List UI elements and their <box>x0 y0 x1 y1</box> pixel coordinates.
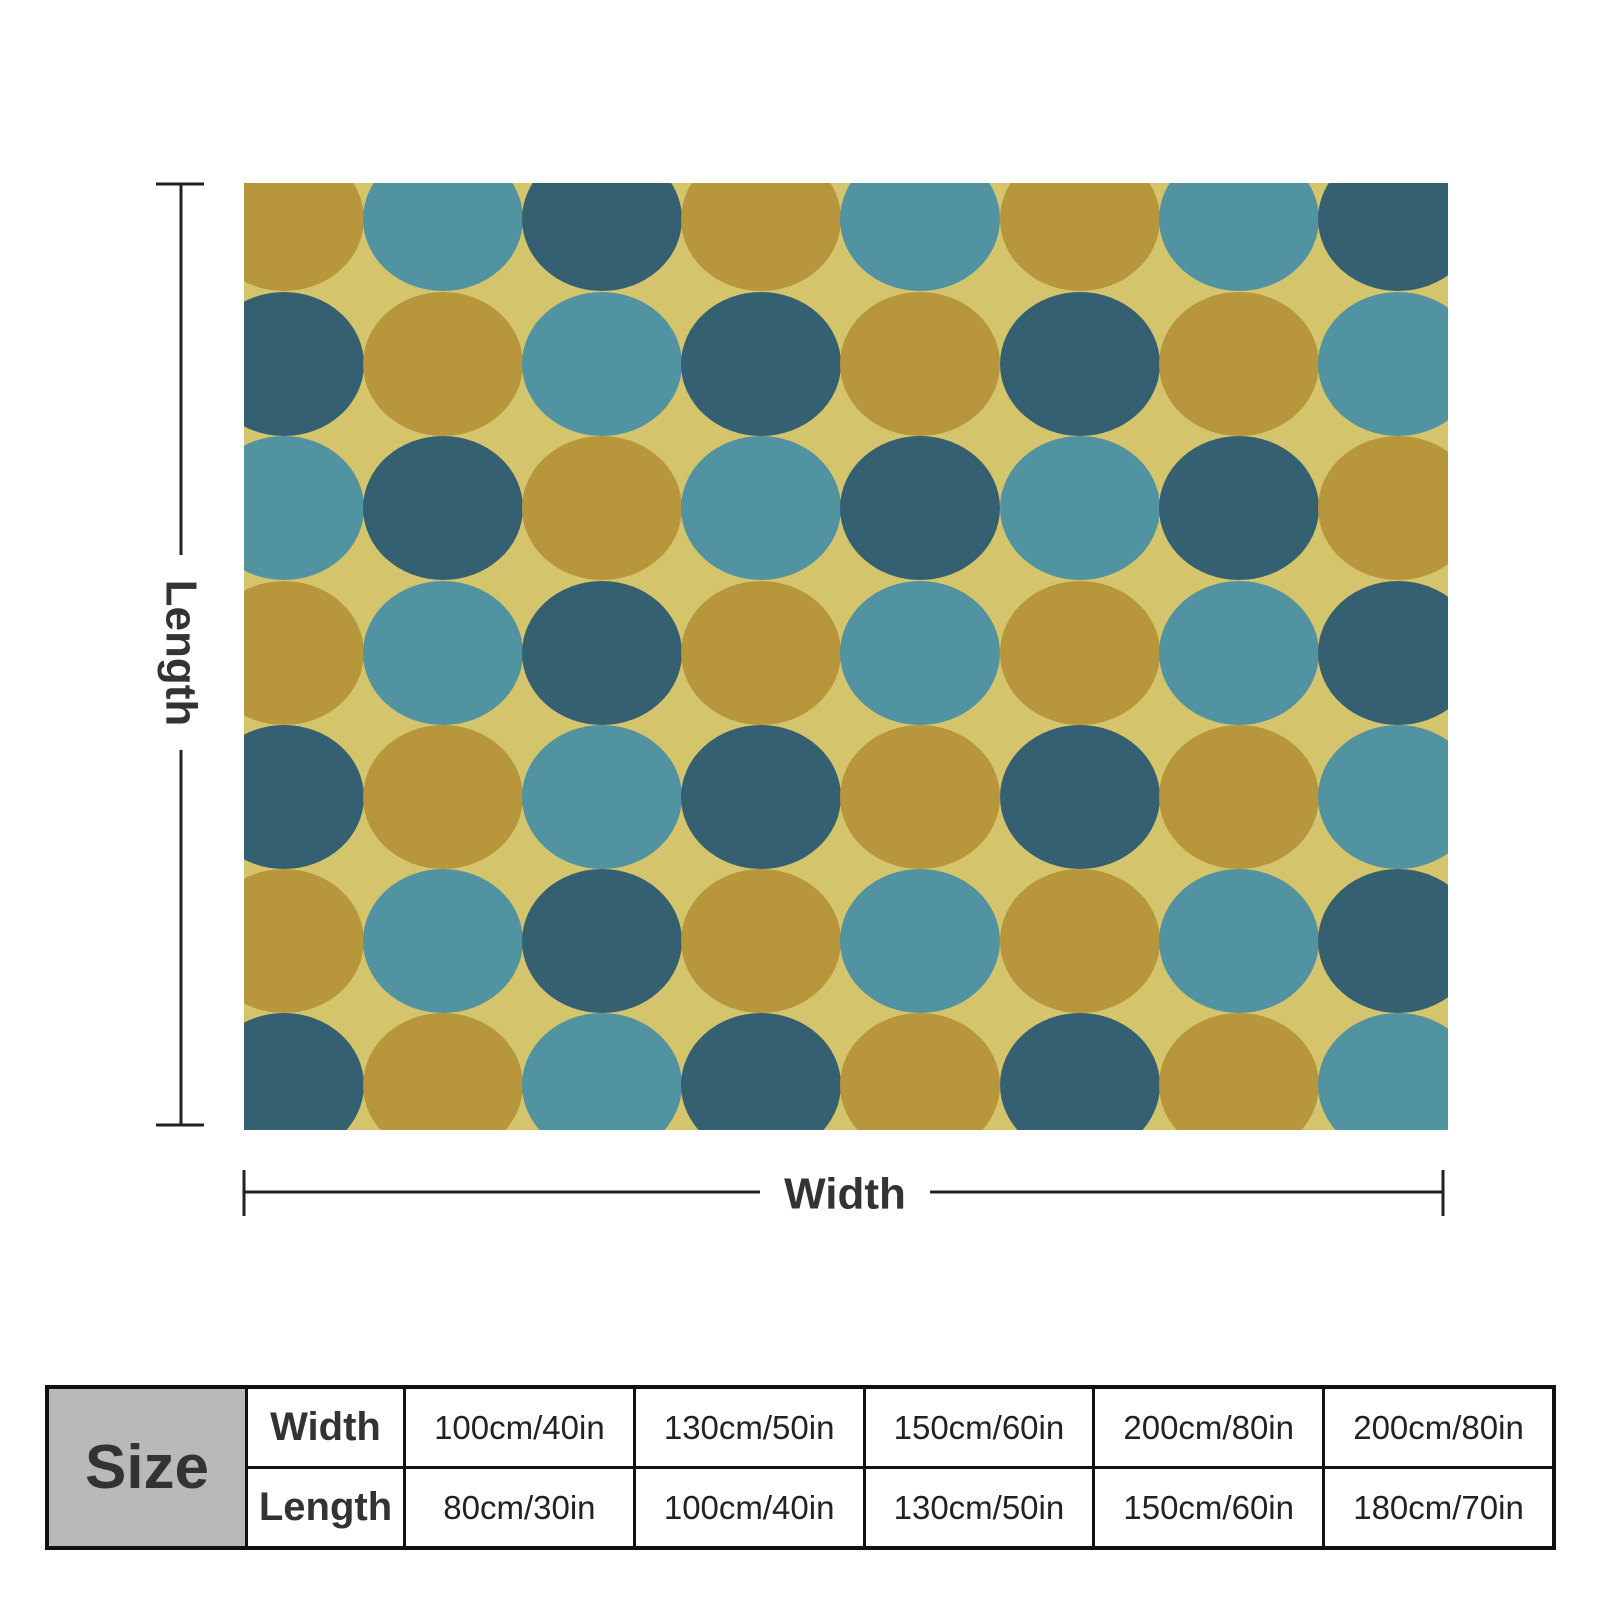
dot <box>1159 725 1319 869</box>
dot <box>840 581 1000 725</box>
cell: 150cm/60in <box>1092 1466 1326 1550</box>
dot <box>1000 1013 1160 1130</box>
dot <box>681 725 841 869</box>
dot <box>840 183 1000 291</box>
dot <box>681 436 841 580</box>
dot <box>363 869 523 1013</box>
row-label: Width <box>245 1385 406 1469</box>
dot <box>244 292 364 436</box>
dot <box>1318 869 1448 1013</box>
dot <box>840 725 1000 869</box>
table-row: Length 80cm/30in 100cm/40in 130cm/50in 1… <box>47 1466 1556 1550</box>
dot <box>363 183 523 291</box>
cell: 180cm/70in <box>1322 1466 1556 1550</box>
dot <box>363 725 523 869</box>
dot <box>244 725 364 869</box>
width-label: Width <box>784 1170 906 1219</box>
dot <box>522 1013 682 1130</box>
dot <box>840 436 1000 580</box>
dot <box>1000 581 1160 725</box>
cell: 130cm/50in <box>862 1466 1096 1550</box>
dot <box>522 292 682 436</box>
dot <box>1000 725 1160 869</box>
dot <box>840 869 1000 1013</box>
dot <box>1159 183 1319 291</box>
dot <box>1318 183 1448 291</box>
dot <box>363 436 523 580</box>
dot <box>363 581 523 725</box>
dot <box>1318 436 1448 580</box>
dot <box>522 581 682 725</box>
dot <box>1000 292 1160 436</box>
size-header: Size <box>45 1385 248 1550</box>
product-illustration: Length Width <box>156 182 1448 1219</box>
dot <box>244 869 364 1013</box>
dot <box>1000 436 1160 580</box>
dot <box>1159 1013 1319 1130</box>
dot <box>840 1013 1000 1130</box>
dot <box>681 183 841 291</box>
dot <box>1000 183 1160 291</box>
cell: 150cm/60in <box>862 1385 1096 1469</box>
dot <box>244 581 364 725</box>
dot <box>244 183 364 291</box>
table-row: Size Width 100cm/40in 130cm/50in 150cm/6… <box>45 1385 1556 1550</box>
length-bracket <box>156 182 204 1127</box>
dot <box>681 869 841 1013</box>
dot <box>1159 292 1319 436</box>
dot <box>1159 436 1319 580</box>
cell: 80cm/30in <box>403 1466 636 1550</box>
dot <box>1159 869 1319 1013</box>
cell: 200cm/80in <box>1092 1385 1326 1469</box>
dot <box>363 1013 523 1130</box>
dot <box>681 1013 841 1130</box>
dot <box>522 725 682 869</box>
dot <box>1000 869 1160 1013</box>
dot <box>1318 292 1448 436</box>
length-label: Length <box>157 580 206 727</box>
cell: 130cm/50in <box>632 1385 866 1469</box>
dot-pattern <box>244 183 1448 1130</box>
dot <box>840 292 1000 436</box>
dot <box>1318 581 1448 725</box>
dot <box>244 1013 364 1130</box>
dot <box>681 581 841 725</box>
size-table: Size Width 100cm/40in 130cm/50in 150cm/6… <box>45 1385 1556 1550</box>
width-bracket <box>242 1170 1445 1216</box>
dot <box>1318 1013 1448 1130</box>
cell: 200cm/80in <box>1322 1385 1556 1469</box>
dot <box>1159 581 1319 725</box>
dot <box>1318 725 1448 869</box>
row-label: Length <box>245 1466 406 1550</box>
dot <box>522 436 682 580</box>
cell: 100cm/40in <box>632 1466 866 1550</box>
dot <box>522 183 682 291</box>
dot <box>244 436 364 580</box>
cell: 100cm/40in <box>403 1385 636 1469</box>
dot <box>681 292 841 436</box>
dot <box>522 869 682 1013</box>
dot <box>363 292 523 436</box>
